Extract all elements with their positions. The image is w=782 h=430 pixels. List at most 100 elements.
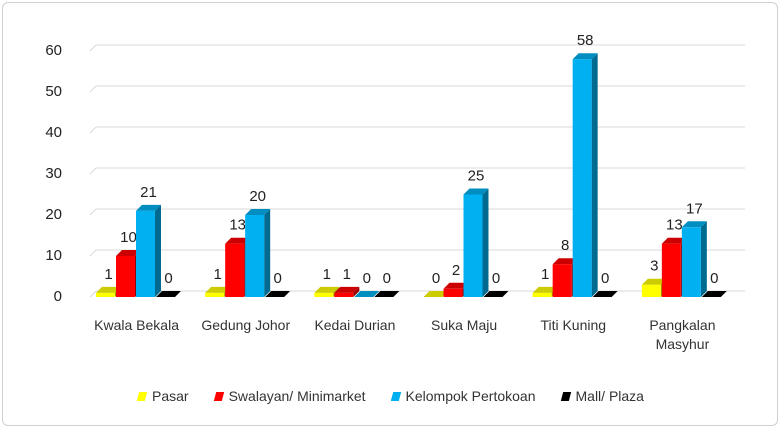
bar-side <box>264 209 271 297</box>
legend-label: Kelompok Pertokoan <box>405 388 536 404</box>
x-tick-label: Kwala Bekala <box>94 317 179 333</box>
bar-top <box>334 286 360 293</box>
grid-line-side <box>89 44 97 52</box>
data-label: 3 <box>650 258 658 275</box>
legend-item: Swalayan/ Minimarket <box>213 388 366 404</box>
bar <box>443 288 463 297</box>
x-tick-label: Kedai Durian <box>314 317 396 333</box>
bar-top <box>592 291 618 297</box>
legend-swatch <box>560 391 571 401</box>
y-tick-label: 10 <box>45 247 62 264</box>
data-label: 25 <box>468 167 485 184</box>
data-label: 20 <box>249 188 266 205</box>
bar <box>205 292 225 297</box>
bar-top <box>532 286 558 293</box>
data-label: 0 <box>601 270 609 287</box>
bar-top <box>116 250 141 256</box>
bar <box>681 227 701 297</box>
y-tick-label: 20 <box>45 206 62 223</box>
bar <box>552 264 572 297</box>
bar <box>532 292 552 297</box>
grid-line-side <box>89 290 97 298</box>
legend-item: Pasar <box>136 388 189 404</box>
grid-line-side <box>89 167 97 175</box>
y-tick-label: 40 <box>45 124 62 141</box>
legend-label: Pasar <box>152 388 189 404</box>
x-tick-label: Titi Kuning <box>540 317 607 333</box>
bar <box>334 292 354 297</box>
data-label: 0 <box>492 270 500 287</box>
data-label: 2 <box>452 262 460 279</box>
legend: Pasar Swalayan/ Minimarket Kelompok Pertok… <box>0 388 782 404</box>
data-label: 13 <box>229 217 246 234</box>
bar-top <box>443 282 469 289</box>
data-label: 10 <box>120 229 137 246</box>
bar <box>245 215 265 297</box>
bar-top <box>136 204 161 211</box>
chart-frame <box>2 2 778 426</box>
bar <box>572 59 592 298</box>
x-tick-label: Gedung Johor <box>201 317 291 333</box>
x-tick-label: Pangkalan Masyhur <box>649 317 716 352</box>
data-label: 0 <box>273 270 281 287</box>
legend-label: Mall/ Plaza <box>575 388 644 404</box>
y-tick-label: 30 <box>45 165 62 182</box>
bar-top <box>205 286 231 293</box>
bar-side <box>591 53 598 298</box>
grid-line-side <box>89 126 97 134</box>
bar-top <box>641 278 667 285</box>
grid-line-side <box>89 208 97 216</box>
grid-line-side <box>89 249 97 257</box>
data-label: 17 <box>686 200 703 217</box>
y-tick-label: 0 <box>54 288 62 305</box>
data-label: 1 <box>541 266 549 283</box>
data-label: 0 <box>164 270 172 287</box>
bar-top <box>225 237 251 244</box>
legend-item: Mall/ Plaza <box>560 388 644 404</box>
bar-side <box>353 286 360 297</box>
data-label: 0 <box>363 270 371 287</box>
data-label: 8 <box>561 237 569 254</box>
legend-swatch <box>390 391 401 401</box>
bar-top <box>483 291 509 297</box>
data-label: 1 <box>343 266 351 283</box>
data-label: 0 <box>710 270 718 287</box>
bar <box>463 194 483 297</box>
bar-side <box>700 221 707 297</box>
legend-swatch <box>136 391 148 401</box>
data-label: 21 <box>140 184 157 201</box>
bar-top <box>572 53 598 60</box>
bar-top <box>552 258 578 265</box>
bar <box>661 243 681 297</box>
bar <box>116 256 135 297</box>
bar-top <box>423 291 449 297</box>
bar-top <box>314 286 340 293</box>
bar-top <box>374 291 400 297</box>
bar-top <box>681 221 707 228</box>
bar-top <box>354 291 380 297</box>
y-tick-label: 50 <box>45 83 62 100</box>
y-tick-label: 60 <box>45 42 62 59</box>
x-tick-label: Suka Maju <box>431 317 498 333</box>
data-label: 1 <box>323 266 331 283</box>
data-label: 13 <box>666 217 683 234</box>
bar <box>641 284 661 297</box>
bar-top <box>245 209 271 215</box>
bar <box>225 243 245 297</box>
bar <box>314 292 334 297</box>
bar-top <box>661 237 687 244</box>
legend-item: Kelompok Pertokoan <box>390 388 536 404</box>
data-label: 1 <box>213 266 221 283</box>
grid-line-side <box>89 85 97 93</box>
bar-top <box>96 286 121 293</box>
data-label: 0 <box>383 270 391 287</box>
bar-top <box>156 291 181 297</box>
bar-top <box>463 188 489 195</box>
legend-label: Swalayan/ Minimarket <box>228 388 366 404</box>
bar <box>96 292 115 297</box>
data-label: 58 <box>577 32 594 49</box>
data-label: 1 <box>104 266 112 283</box>
bar-side <box>155 204 161 297</box>
